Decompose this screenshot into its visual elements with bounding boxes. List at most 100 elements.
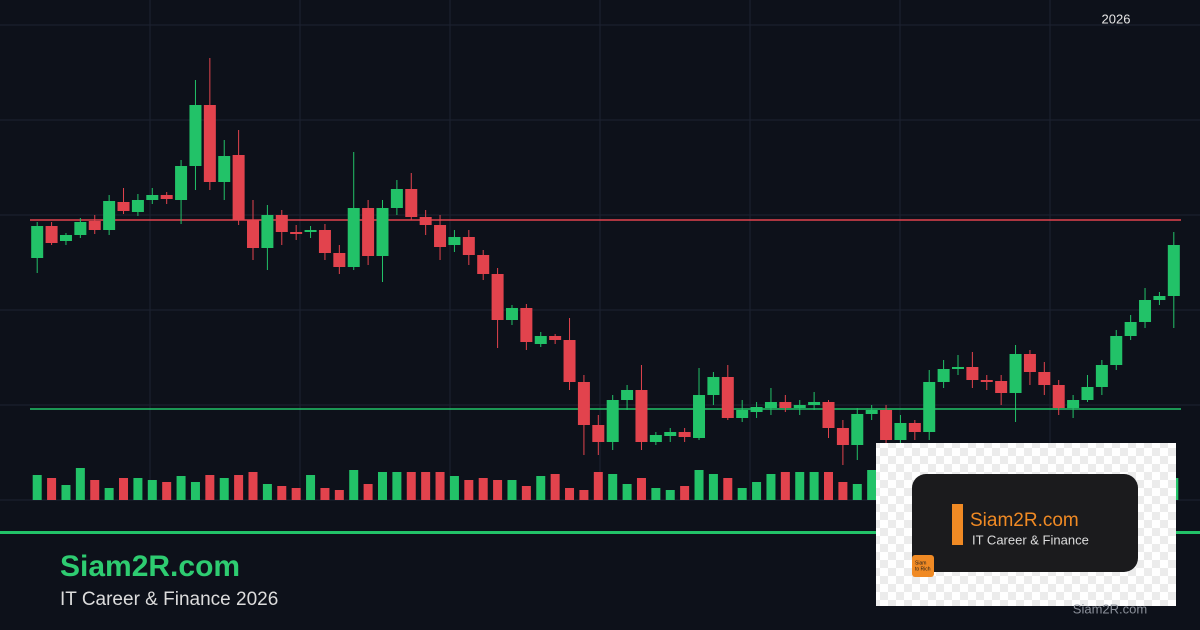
candle-body bbox=[577, 382, 590, 425]
volume-bar bbox=[521, 486, 531, 500]
candle-body bbox=[678, 432, 691, 437]
volume-bar bbox=[435, 472, 445, 500]
candle-body bbox=[693, 395, 706, 438]
volume-bar bbox=[723, 478, 733, 500]
candle-body bbox=[995, 381, 1008, 393]
candle-body bbox=[822, 402, 835, 428]
volume-bar bbox=[277, 486, 287, 500]
candle-body bbox=[951, 367, 964, 369]
candle-body bbox=[1023, 354, 1036, 372]
candle-body bbox=[333, 253, 346, 267]
candle-body bbox=[563, 340, 576, 382]
candle-body bbox=[937, 369, 950, 382]
volume-bar bbox=[536, 476, 546, 500]
candle-body bbox=[434, 225, 447, 247]
volume-bar bbox=[565, 488, 575, 500]
candle-body bbox=[1153, 296, 1166, 300]
volume-bar bbox=[90, 480, 100, 500]
candle-body bbox=[836, 428, 849, 445]
volume-bar bbox=[651, 488, 661, 500]
volume-bar bbox=[795, 472, 805, 500]
candle-body bbox=[549, 336, 562, 340]
grid bbox=[0, 0, 1200, 501]
candle-body bbox=[894, 423, 907, 440]
candle-body bbox=[390, 189, 403, 208]
candle-body bbox=[419, 217, 432, 225]
candle-body bbox=[131, 200, 144, 212]
volume-bar bbox=[104, 488, 114, 500]
divider bbox=[0, 531, 1200, 534]
candle-body bbox=[923, 382, 936, 432]
volume-bar bbox=[550, 474, 560, 500]
volume-bar bbox=[780, 472, 790, 500]
candle-body bbox=[1167, 245, 1180, 296]
candle-body bbox=[1009, 354, 1022, 393]
candle-body bbox=[635, 390, 648, 442]
candle-body bbox=[865, 410, 878, 414]
volume-bar bbox=[306, 475, 316, 500]
volume-bar bbox=[248, 472, 258, 500]
candle-body bbox=[664, 432, 677, 436]
volume-bar bbox=[579, 490, 589, 500]
volume-bar bbox=[824, 472, 834, 500]
candle-body bbox=[31, 226, 44, 258]
candle-body bbox=[1067, 400, 1080, 408]
candle-body bbox=[304, 230, 317, 232]
candle-body bbox=[1124, 322, 1137, 336]
candle-body bbox=[592, 425, 605, 442]
candle-body bbox=[275, 215, 288, 232]
candle-body bbox=[448, 237, 461, 245]
candle-body bbox=[606, 400, 619, 442]
candle-body bbox=[1038, 372, 1051, 385]
badge-brand: Siam2R.com bbox=[970, 510, 1079, 531]
volume-bar bbox=[593, 472, 603, 500]
candle-body bbox=[808, 402, 821, 405]
volume-bar bbox=[349, 470, 359, 500]
volume-bar bbox=[133, 478, 143, 500]
volume-bar bbox=[47, 478, 57, 500]
volume-bar bbox=[680, 486, 690, 500]
candle-body bbox=[347, 208, 360, 267]
candle-body bbox=[189, 105, 202, 166]
candle-body bbox=[45, 226, 58, 243]
candle-body bbox=[851, 414, 864, 445]
candle-body bbox=[1081, 387, 1094, 400]
candle-body bbox=[980, 380, 993, 382]
candle-body bbox=[103, 201, 116, 230]
volume-bar bbox=[334, 490, 344, 500]
badge: Siam2R.com IT Career & Finance Siam to R… bbox=[876, 443, 1176, 606]
period-label: 2026 bbox=[1102, 11, 1131, 26]
candle-body bbox=[247, 220, 260, 248]
candle-body bbox=[1052, 385, 1065, 408]
candle-body bbox=[505, 308, 518, 320]
candle-body bbox=[376, 208, 389, 256]
candle-body bbox=[88, 221, 101, 230]
candle-body bbox=[534, 336, 547, 344]
volume-bar bbox=[665, 490, 675, 500]
candle-body bbox=[1095, 365, 1108, 387]
candle-body bbox=[362, 208, 375, 256]
badge-logo-text: Siam bbox=[915, 560, 926, 566]
candle-body bbox=[779, 402, 792, 408]
footer-tagline: IT Career & Finance 2026 bbox=[60, 589, 278, 610]
candle-body bbox=[117, 202, 130, 211]
candle-body bbox=[477, 255, 490, 274]
volume-bar bbox=[262, 484, 272, 500]
candle-body bbox=[318, 230, 331, 253]
volume-bar bbox=[392, 472, 402, 500]
volume-bar bbox=[766, 474, 776, 500]
candle-body bbox=[721, 377, 734, 418]
volume-bar bbox=[377, 472, 387, 500]
candle-body bbox=[405, 189, 418, 217]
volume-bar bbox=[234, 475, 244, 500]
volume-bar bbox=[608, 474, 618, 500]
volume-bar bbox=[119, 478, 129, 500]
candle-body bbox=[707, 377, 720, 395]
volume-bar bbox=[838, 482, 848, 500]
volume-bar bbox=[205, 475, 215, 500]
volume-bar bbox=[147, 480, 157, 500]
candle-body bbox=[290, 232, 303, 234]
volume-bar bbox=[363, 484, 373, 500]
